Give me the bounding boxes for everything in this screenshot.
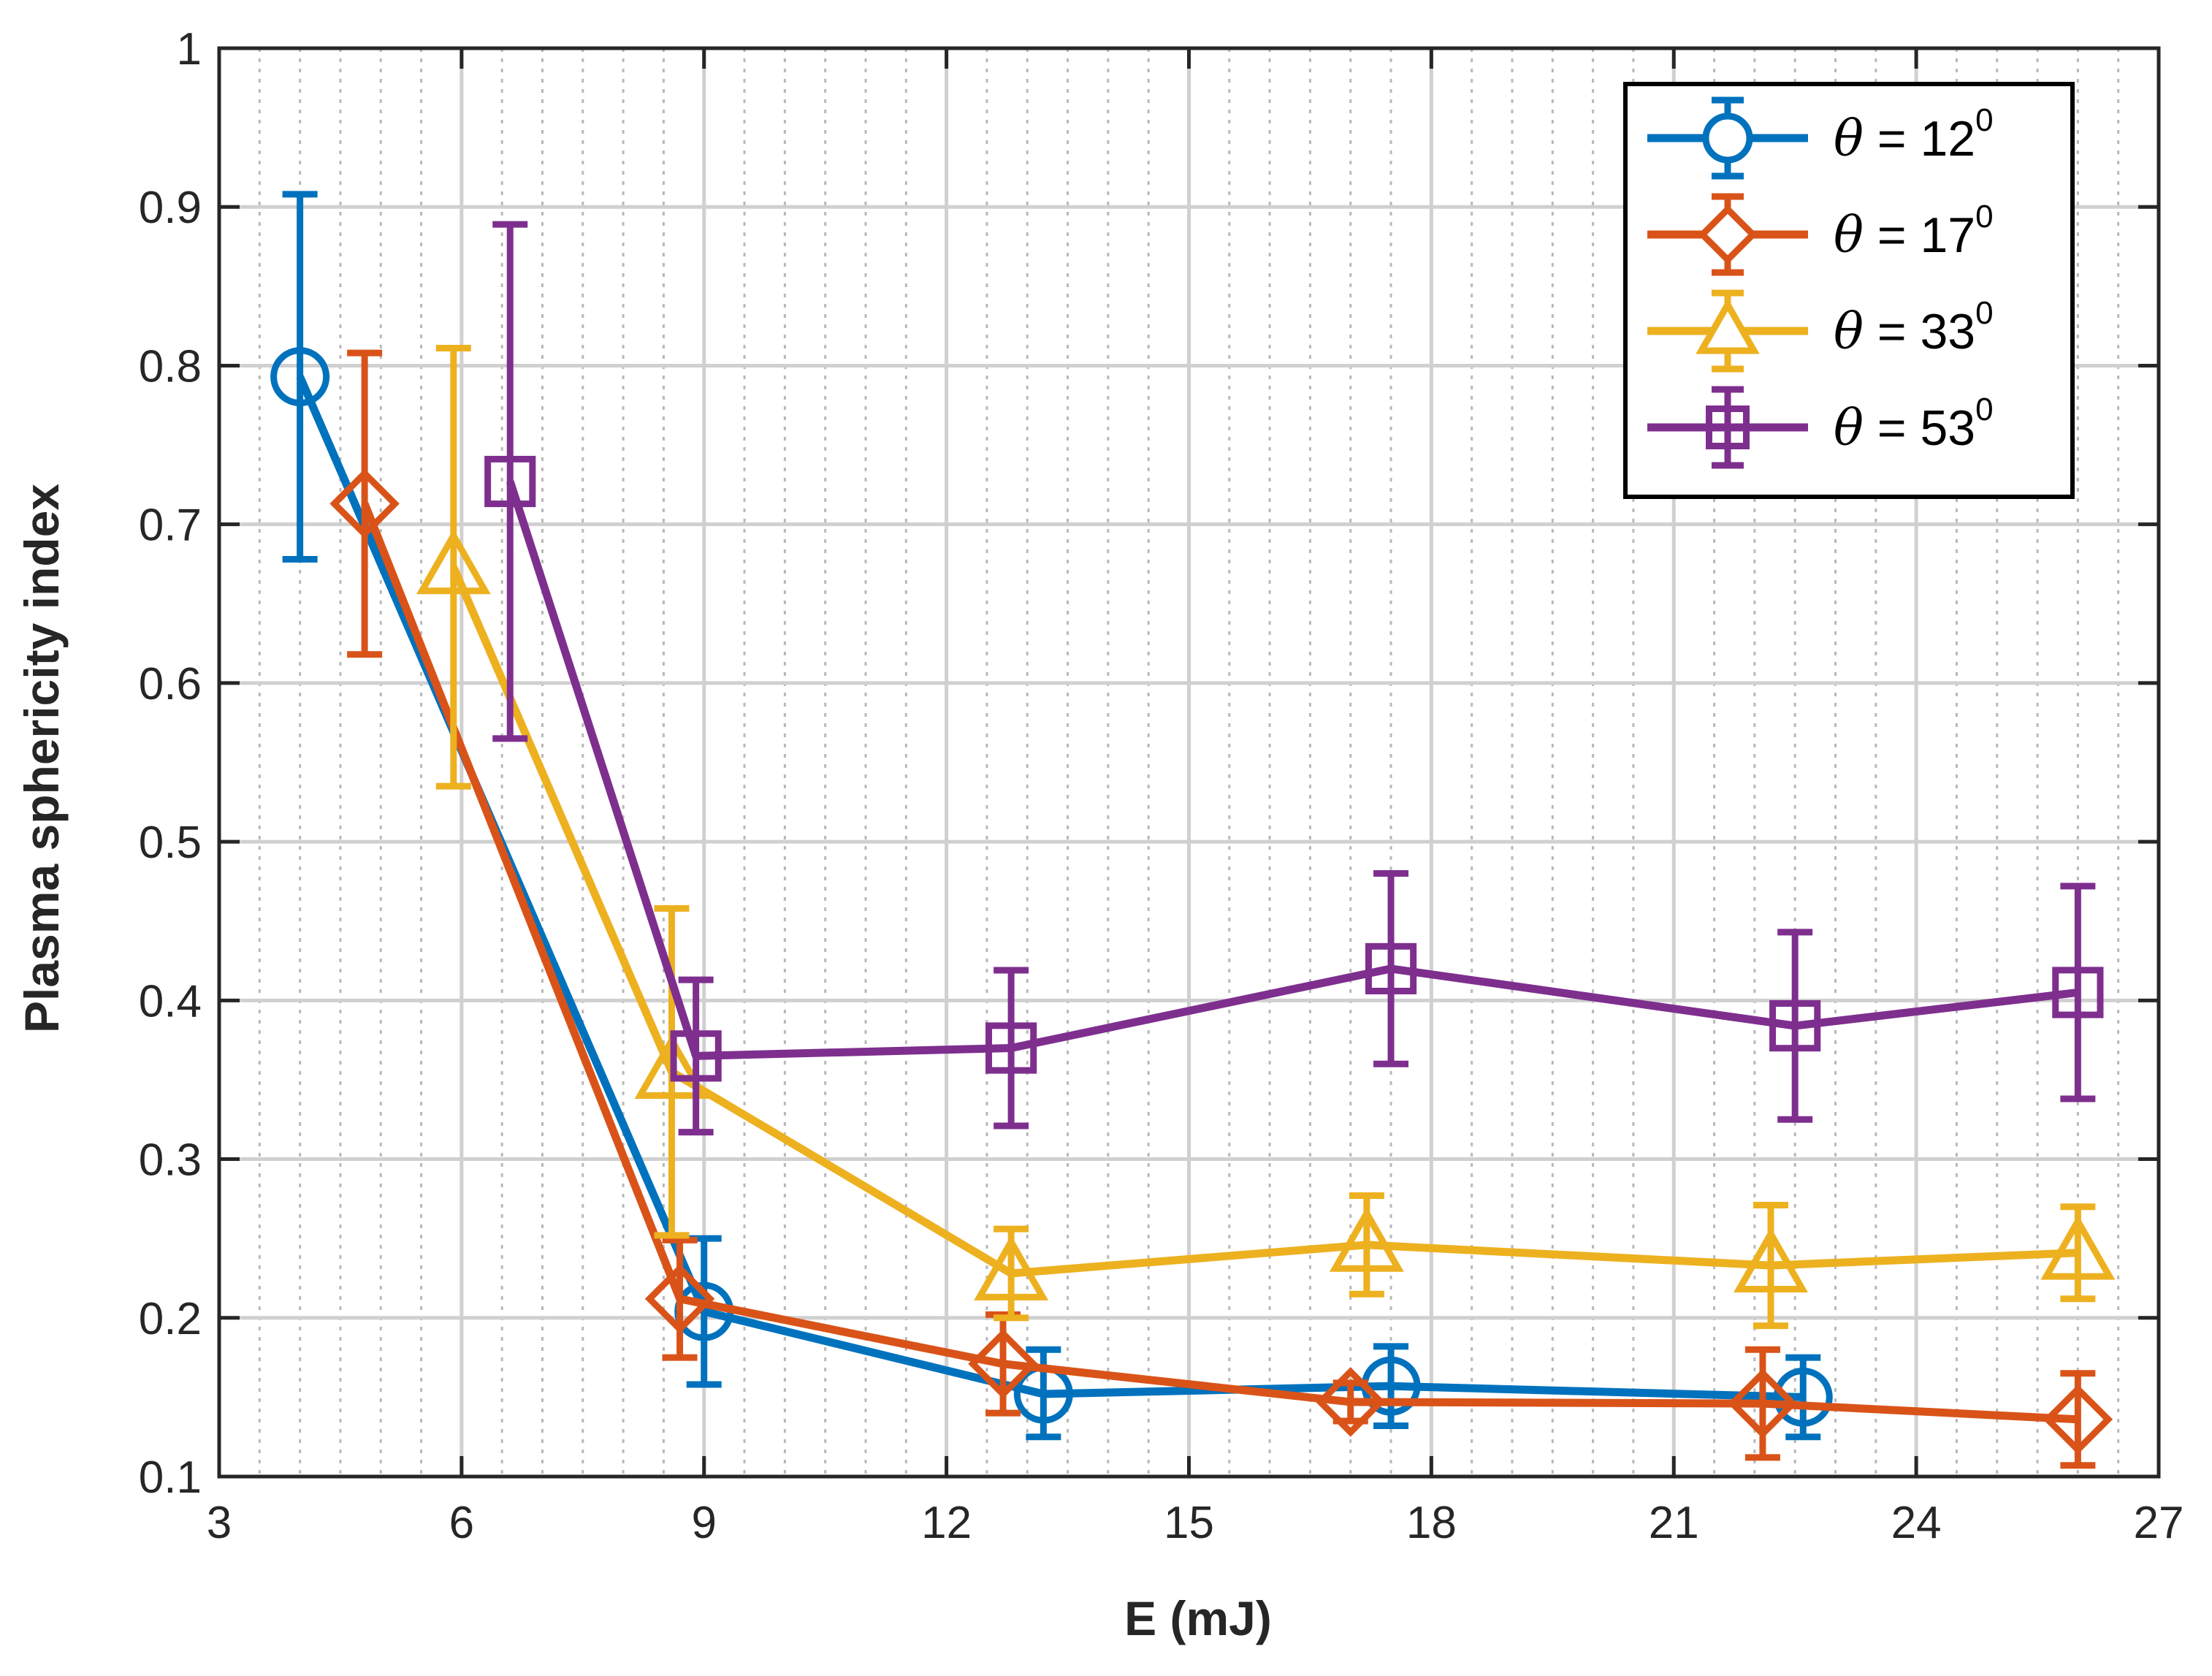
legend-entry-3[interactable]: θ = 330 (1647, 289, 1994, 373)
data-point (484, 455, 536, 508)
legend-value: = 33 (1864, 304, 1975, 359)
data-point (2052, 967, 2104, 1018)
series-3 (416, 345, 2116, 1330)
data-point (968, 1329, 1038, 1399)
x-tick-label: 3 (207, 1498, 232, 1548)
legend-label: θ = 170 (1834, 199, 1994, 264)
legend-value: = 12 (1864, 111, 1975, 167)
series-4 (484, 221, 2104, 1136)
legend-value: = 53 (1864, 400, 1975, 456)
series-line (449, 565, 2078, 1278)
legend-label: θ = 530 (1834, 392, 1994, 457)
y-tick-label: 0.5 (139, 818, 202, 868)
data-point (1329, 1206, 1404, 1272)
legend-label: θ = 330 (1834, 295, 1994, 361)
x-tick-label: 21 (1649, 1498, 1699, 1548)
legend-theta-symbol: θ (1834, 303, 1864, 361)
x-tick-label: 27 (2134, 1498, 2184, 1548)
y-tick-label: 0.7 (139, 500, 202, 551)
legend-entry-2[interactable]: θ = 170 (1647, 193, 1994, 276)
data-point (1769, 999, 1821, 1052)
legend-label: θ = 120 (1834, 102, 1994, 168)
legend-marker (1698, 205, 1758, 264)
data-point (416, 529, 491, 595)
y-tick-label: 0.6 (139, 659, 202, 709)
data-point (2040, 1214, 2116, 1280)
y-tick-label: 0.9 (139, 183, 202, 233)
data-point (644, 1263, 715, 1334)
axes: 3 6 9 12 15 18 21 24 27 0.1 0.2 0.3 0.4 0.5 0.6 0.7 0.8 0… (139, 24, 2184, 1548)
data-point (634, 1033, 709, 1099)
data-point (1365, 942, 1417, 994)
data-point (1734, 1227, 1808, 1292)
series-line (506, 480, 2079, 1060)
x-tick-label: 9 (692, 1498, 717, 1548)
x-tick-label: 15 (1164, 1498, 1214, 1548)
y-tick-label: 0.1 (139, 1452, 202, 1503)
data-point (1315, 1367, 1386, 1437)
series-layer (270, 191, 2116, 1469)
legend-entry-4[interactable]: θ = 530 (1647, 386, 1994, 469)
legend-theta-symbol: θ (1834, 400, 1864, 457)
legend-superscript: 0 (1975, 295, 1993, 331)
series-2 (329, 349, 2113, 1469)
series-line (361, 502, 2078, 1424)
data-point (329, 468, 400, 539)
legend-marker (1702, 113, 1753, 164)
legend-value: = 17 (1864, 207, 1975, 263)
x-tick-label: 6 (449, 1498, 474, 1548)
data-point (670, 1030, 722, 1082)
x-tick-label: 24 (1891, 1498, 1942, 1548)
data-point (270, 347, 330, 407)
y-tick-label: 0.8 (139, 341, 202, 392)
legend-superscript: 0 (1975, 199, 1993, 235)
series-1 (270, 191, 1833, 1441)
y-tick-label: 0.4 (139, 976, 202, 1026)
legend-marker (1706, 405, 1750, 449)
x-axis-label: E (mJ) (1124, 1591, 1272, 1645)
data-point (2043, 1384, 2113, 1455)
legend-marker (1696, 297, 1760, 354)
data-point (985, 1022, 1037, 1074)
data-point (974, 1235, 1049, 1300)
legend-superscript: 0 (1975, 102, 1993, 138)
y-tick-label: 1 (177, 24, 202, 75)
legend-entry-1[interactable]: θ = 120 (1647, 96, 1994, 180)
x-tick-label: 18 (1406, 1498, 1457, 1548)
legend-theta-symbol: θ (1834, 110, 1864, 168)
y-tick-label: 0.3 (139, 1135, 202, 1186)
data-point (1728, 1368, 1798, 1439)
legend-superscript: 0 (1975, 392, 1993, 427)
y-tick-label: 0.2 (139, 1294, 202, 1344)
data-point (1773, 1367, 1833, 1427)
y-axis-label: Plasma sphericity index (15, 484, 69, 1033)
legend-theta-symbol: θ (1834, 207, 1864, 264)
x-tick-label: 12 (921, 1498, 972, 1548)
